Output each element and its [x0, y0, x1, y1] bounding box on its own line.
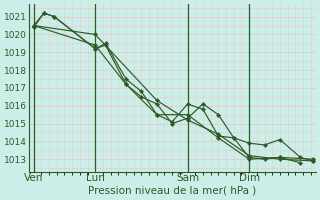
X-axis label: Pression niveau de la mer( hPa ): Pression niveau de la mer( hPa )	[88, 186, 256, 196]
